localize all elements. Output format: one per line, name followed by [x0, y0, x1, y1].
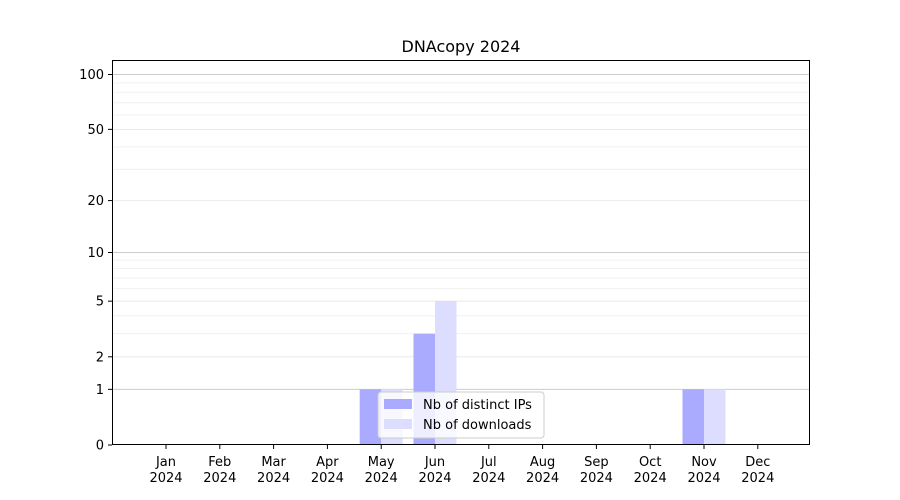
legend-box: [377, 391, 545, 439]
bar-distinct-ips: [682, 389, 704, 445]
x-tick-label: Aug 2024: [526, 455, 559, 486]
legend: Nb of distinct IPs Nb of downloads: [377, 391, 545, 439]
legend-label: Nb of distinct IPs: [423, 398, 532, 413]
y-tick-label: 0: [96, 439, 104, 454]
x-tick-label: Nov 2024: [687, 455, 720, 486]
bar-distinct-ips: [359, 389, 382, 445]
y-tick-label: 1: [96, 383, 104, 398]
x-tick-label: Sep 2024: [580, 455, 613, 486]
y-tick-label: 50: [87, 123, 104, 138]
x-tick-label: Mar 2024: [257, 455, 290, 486]
y-axis: 0 1 2 5 10 20 50 100: [79, 68, 112, 454]
legend-swatch: [384, 399, 412, 409]
plot-frame: [112, 60, 810, 445]
bar-downloads: [704, 389, 726, 445]
x-tick-label: Jan 2024: [149, 455, 182, 486]
y-tick-label: 5: [96, 295, 104, 310]
x-tick-label: Apr 2024: [311, 455, 344, 486]
legend-swatch: [384, 419, 412, 429]
y-tick-label: 20: [87, 194, 104, 209]
grid-lines: [112, 74, 810, 390]
x-tick-label: Feb 2024: [203, 455, 236, 486]
y-tick-label: 2: [96, 350, 104, 365]
x-tick-label: Jul 2024: [472, 455, 505, 486]
y-tick-label: 10: [87, 246, 104, 261]
legend-label: Nb of downloads: [423, 418, 532, 433]
chart-title: DNAcopy 2024: [402, 37, 521, 56]
x-tick-label: May 2024: [365, 455, 398, 486]
y-tick-label: 100: [79, 68, 104, 83]
x-tick-label: Dec 2024: [741, 455, 774, 486]
x-tick-label: Oct 2024: [634, 455, 667, 486]
x-tick-label: Jun 2024: [418, 455, 451, 486]
x-axis: Jan 2024 Feb 2024 Mar 2024 Apr 2024 May 2024 Jun 20…: [149, 445, 774, 486]
